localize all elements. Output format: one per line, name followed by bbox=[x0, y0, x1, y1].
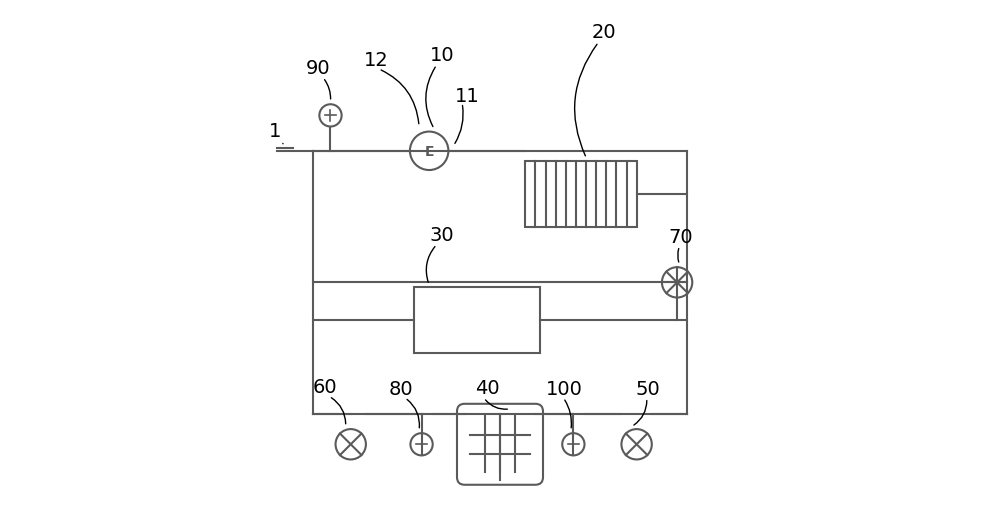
Text: 70: 70 bbox=[669, 228, 693, 247]
Text: 10: 10 bbox=[429, 46, 454, 65]
Text: 50: 50 bbox=[636, 379, 661, 398]
Text: 80: 80 bbox=[389, 379, 414, 398]
FancyBboxPatch shape bbox=[457, 404, 543, 485]
Circle shape bbox=[410, 433, 433, 456]
Text: 40: 40 bbox=[475, 378, 500, 397]
Bar bbox=[525, 162, 637, 227]
Text: 100: 100 bbox=[546, 379, 583, 398]
Circle shape bbox=[336, 429, 366, 460]
Text: 30: 30 bbox=[429, 225, 454, 244]
Circle shape bbox=[319, 105, 342, 127]
Circle shape bbox=[410, 132, 448, 171]
Text: 1: 1 bbox=[269, 122, 281, 141]
Bar bbox=[414, 288, 540, 354]
Text: 20: 20 bbox=[591, 23, 616, 42]
Text: 11: 11 bbox=[455, 86, 479, 106]
Circle shape bbox=[621, 429, 652, 460]
Text: 90: 90 bbox=[306, 59, 330, 78]
Text: 12: 12 bbox=[364, 51, 388, 70]
Text: 60: 60 bbox=[313, 377, 338, 396]
Circle shape bbox=[562, 433, 585, 456]
Text: E: E bbox=[424, 144, 434, 159]
Circle shape bbox=[662, 268, 692, 298]
